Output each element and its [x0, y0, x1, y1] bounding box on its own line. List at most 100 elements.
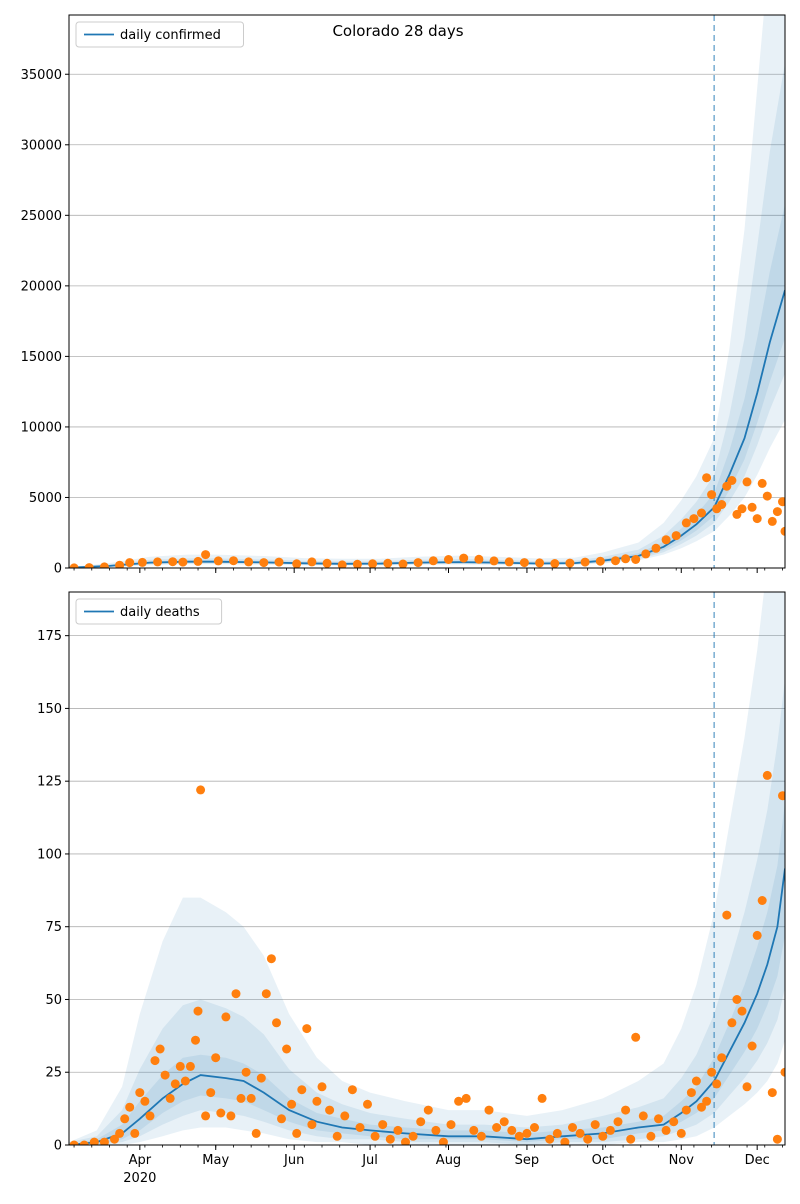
observed-point — [213, 556, 223, 566]
y-tick-label: 5000 — [29, 491, 62, 506]
observed-point — [398, 559, 408, 568]
x-tick-label: Apr — [129, 1153, 152, 1168]
observed-point — [322, 558, 332, 568]
observed-point — [641, 549, 651, 559]
observed-point — [762, 491, 772, 501]
observed-point — [236, 1093, 246, 1103]
legend-label: daily deaths — [120, 605, 200, 620]
y-axis: 0 5000 10000 15000 20000 25000 30000 35000 — [21, 68, 69, 577]
observed-point — [514, 1131, 524, 1141]
y-tick-label: 125 — [37, 775, 62, 790]
observed-point — [115, 560, 125, 568]
observed-point — [732, 995, 742, 1004]
observed-point — [767, 1088, 777, 1098]
uncertainty-band-outer — [69, 592, 785, 1145]
observed-point — [778, 791, 785, 801]
observed-point — [550, 559, 560, 568]
y-tick-label: 35000 — [21, 68, 62, 83]
observed-point — [378, 1120, 388, 1130]
observed-point — [120, 1114, 130, 1124]
observed-point — [611, 556, 620, 566]
observed-point — [689, 514, 699, 524]
observed-point — [229, 556, 238, 566]
y-tick-label: 10000 — [21, 420, 62, 435]
observed-point — [747, 502, 757, 512]
observed-point — [297, 1085, 307, 1095]
observed-point — [355, 1123, 365, 1132]
x-tick-label: Oct — [592, 1153, 614, 1168]
observed-point — [621, 1105, 631, 1115]
observed-point — [363, 1099, 372, 1109]
observed-point — [737, 1006, 747, 1016]
observed-point — [476, 1131, 486, 1141]
observed-point — [522, 1128, 532, 1138]
observed-point — [742, 1082, 752, 1092]
observed-point — [201, 1111, 211, 1121]
observed-point — [99, 1137, 109, 1145]
observed-point — [707, 490, 717, 500]
observed-point — [79, 1140, 89, 1145]
observed-point — [251, 1128, 261, 1138]
observed-point — [165, 1093, 175, 1103]
legend: daily deaths — [75, 598, 223, 625]
observed-point — [537, 1093, 547, 1103]
x-year-label: 2020 — [123, 1171, 156, 1186]
observed-point — [454, 1096, 464, 1106]
observed-point — [671, 531, 681, 541]
observed-point — [193, 1006, 203, 1016]
observed-point — [438, 1137, 448, 1145]
observed-point — [530, 1123, 539, 1132]
observed-point — [168, 557, 178, 567]
observed-point — [211, 1053, 221, 1063]
observed-point — [307, 557, 317, 567]
confirmed-panel: 0 5000 10000 15000 20000 25000 30000 35000 daily… — [21, 14, 786, 577]
observed-point — [340, 1111, 350, 1121]
observed-point — [413, 558, 423, 568]
observed-point — [590, 1120, 600, 1130]
observed-point — [125, 1102, 135, 1112]
observed-point — [155, 1044, 165, 1054]
observed-point — [266, 954, 276, 964]
observed-point — [767, 516, 777, 526]
observed-point — [560, 1137, 570, 1145]
x-tick-label: Aug — [436, 1153, 461, 1168]
observed-point — [145, 1111, 155, 1121]
observed-point — [201, 550, 211, 560]
observed-point — [712, 1079, 722, 1089]
observed-point — [292, 559, 302, 568]
legend-box — [75, 598, 223, 625]
observed-point — [385, 1134, 395, 1144]
plot-frame — [68, 14, 786, 569]
observed-point — [241, 1067, 251, 1077]
observed-point — [307, 1120, 317, 1130]
observed-point — [332, 1131, 342, 1141]
observed-point — [752, 930, 762, 940]
observed-point — [383, 558, 393, 568]
observed-point — [446, 1120, 456, 1130]
uncertainty-band-outer — [69, 15, 785, 568]
observed-point — [193, 556, 203, 566]
observed-point — [352, 559, 362, 568]
y-tick-label: 50 — [45, 993, 62, 1008]
y-tick-label: 25 — [45, 1066, 62, 1081]
observed-point — [282, 1044, 292, 1054]
observed-point — [681, 518, 691, 528]
observed-point — [499, 1117, 509, 1127]
chart-title: Colorado 28 days — [332, 22, 463, 40]
x-tick-label: Dec — [745, 1153, 770, 1168]
observed-point — [370, 1131, 380, 1141]
observed-point — [69, 563, 79, 568]
observed-point — [484, 1105, 494, 1115]
uncertainty-band-middle — [69, 679, 785, 1145]
observed-point — [431, 1125, 441, 1135]
observed-point — [697, 1102, 706, 1112]
y-tick-label: 15000 — [21, 350, 62, 365]
observed-point — [474, 554, 484, 564]
observed-point — [669, 1117, 679, 1127]
plot-area — [69, 592, 785, 1145]
observed-point — [507, 1125, 517, 1135]
y-tick-label: 100 — [37, 847, 62, 862]
y-tick-label: 75 — [45, 920, 62, 935]
observed-point — [661, 1125, 671, 1135]
